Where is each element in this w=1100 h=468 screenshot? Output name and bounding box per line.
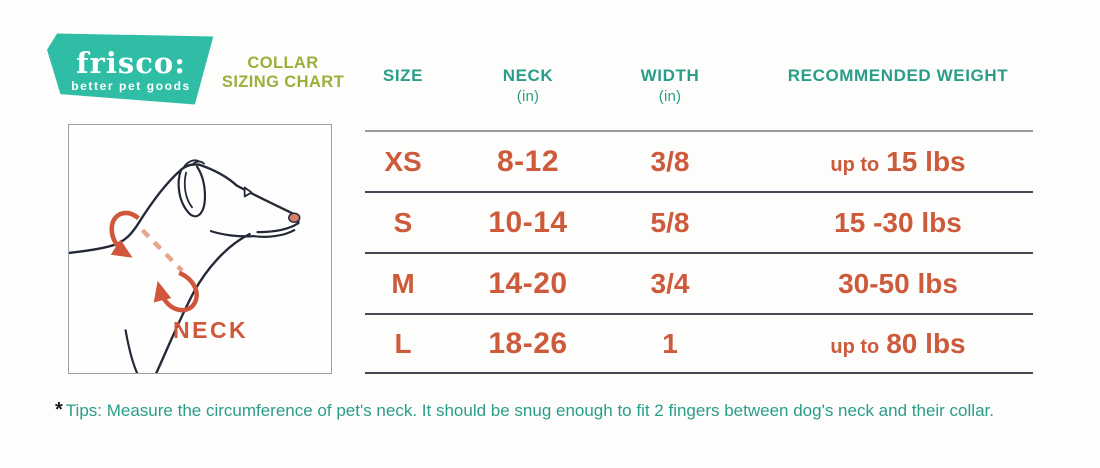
column-header-weight: RECOMMENDED WEIGHT (725, 60, 1033, 86)
neck-value: 14-20 (488, 266, 568, 300)
width-value: 5/8 (650, 206, 690, 238)
column-header-size-label: SIZE (382, 66, 424, 85)
weight-prefix: up to (830, 335, 880, 358)
measure-arrow-top (109, 210, 140, 258)
width-value: 1 (662, 327, 678, 359)
chart-title-line2: SIZING CHART (221, 73, 345, 91)
weight-prefix: up to (830, 153, 880, 176)
tips-text: Tips: Measure the circumference of pet's… (65, 401, 994, 420)
weight-amount: 30-50 lbs (838, 267, 958, 299)
table-row-s: S 10-14 5/8 15 -30 lbs (365, 191, 1033, 252)
weight-amount: 80 lbs (886, 327, 966, 359)
column-header-neck-label: NECK (502, 66, 554, 85)
neck-value: 18-26 (488, 326, 568, 360)
neck-value: 8-12 (496, 144, 560, 178)
chart-title: COLLAR SIZING CHART (214, 54, 352, 92)
column-header-width-label: WIDTH (640, 66, 700, 85)
dog-mouth-line (256, 222, 300, 234)
table-row-m: M 14-20 3/4 30-50 lbs (365, 252, 1033, 313)
dog-chest-line (124, 329, 139, 373)
column-header-size: SIZE (365, 60, 441, 86)
tips-footnote: * Tips: Measure the circumference of pet… (55, 400, 1055, 421)
width-value: 3/8 (650, 145, 690, 177)
neck-label: NECK (173, 317, 249, 343)
size-value: M (391, 267, 415, 299)
neck-measure-dashed-line (140, 228, 184, 273)
weight-amount: 15 lbs (886, 145, 966, 177)
chart-title-line1: COLLAR (247, 54, 319, 72)
column-header-neck-sub: (in) (516, 88, 540, 105)
measure-arrow-bottom (153, 270, 199, 313)
weight-value: 30-50 lbs (725, 268, 1033, 300)
size-value: S (393, 206, 413, 238)
frisco-logo-wordmark: frisco: (76, 45, 186, 80)
column-header-width: WIDTH (in) (615, 60, 725, 105)
dog-crown-tuft (183, 159, 205, 168)
size-value: L (394, 327, 412, 359)
width-value: 3/4 (650, 267, 690, 299)
weight-value: up to 15 lbs (725, 146, 1033, 178)
weight-value: up to 80 lbs (725, 328, 1033, 360)
frisco-logo-tagline: better pet goods (71, 78, 191, 93)
dog-ear-inner-line (183, 171, 193, 209)
dog-illustration (69, 159, 301, 373)
neck-value: 10-14 (488, 205, 568, 239)
dog-outline-path (69, 163, 300, 255)
table-row-l: L 18-26 1 up to 80 lbs (365, 313, 1033, 374)
dog-neck-diagram: NECK (68, 124, 332, 374)
sizing-table: SIZE NECK (in) WIDTH (in) RECOMMENDED WE… (365, 60, 1033, 374)
dog-jaw-line (209, 229, 296, 238)
asterisk: * (55, 399, 63, 421)
size-value: XS (384, 145, 422, 177)
column-header-weight-label: RECOMMENDED WEIGHT (787, 66, 1009, 85)
column-header-width-sub: (in) (658, 88, 682, 105)
table-header-row: SIZE NECK (in) WIDTH (in) RECOMMENDED WE… (365, 60, 1033, 130)
column-header-neck: NECK (in) (441, 60, 615, 105)
weight-amount: 15 -30 lbs (834, 206, 962, 238)
dog-nose (288, 212, 301, 223)
table-row-xs: XS 8-12 3/8 up to 15 lbs (365, 130, 1033, 191)
dog-ear-outline (177, 165, 207, 218)
dog-eye (243, 186, 253, 198)
frisco-logo: frisco: better pet goods (47, 33, 214, 105)
weight-value: 15 -30 lbs (725, 207, 1033, 239)
